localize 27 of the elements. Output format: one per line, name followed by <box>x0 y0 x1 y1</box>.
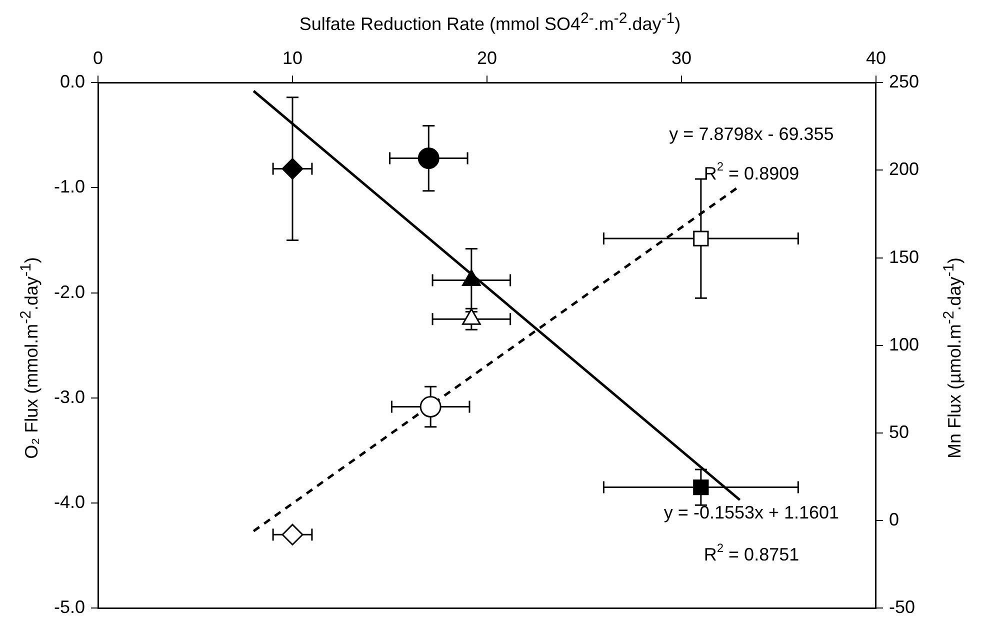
y2-tick-label: 250 <box>888 72 920 92</box>
point <box>282 524 304 546</box>
y-tick-label: -5.0 <box>54 597 86 618</box>
point <box>693 479 709 496</box>
point <box>282 158 304 180</box>
y2-tick-label: 150 <box>888 246 920 267</box>
x-tick-label: 0 <box>93 48 104 68</box>
y2-tick-label: 0 <box>888 510 899 530</box>
y2-tick-label: -50 <box>888 597 915 618</box>
x-tick-label: 40 <box>866 48 886 68</box>
x-axis-title: Sulfate Reduction Rate (mmol SO4$^{2-}$.m$^{-2}$.day$^{-1}$) <box>299 10 681 35</box>
x-tick-label: 30 <box>671 48 692 68</box>
y-tick-label: -1.0 <box>54 176 86 197</box>
x-tick-label: 20 <box>476 48 498 68</box>
y2-tick-label: 200 <box>888 159 920 180</box>
annotation: y = 7.8798x - 69.355 <box>669 124 834 144</box>
x-tick-label: 10 <box>282 48 303 68</box>
annotation: y = -0.1553x + 1.1601 <box>664 502 840 523</box>
y-tick-label: -3.0 <box>54 386 86 407</box>
y-tick-label: -2.0 <box>54 282 86 302</box>
point <box>420 396 442 418</box>
point <box>693 230 709 246</box>
y-tick-label: 0.0 <box>60 72 86 92</box>
y2-tick-label: 50 <box>888 422 909 442</box>
y2-tick-label: 100 <box>888 334 920 354</box>
point <box>418 148 440 170</box>
y-tick-label: -4.0 <box>54 492 86 512</box>
